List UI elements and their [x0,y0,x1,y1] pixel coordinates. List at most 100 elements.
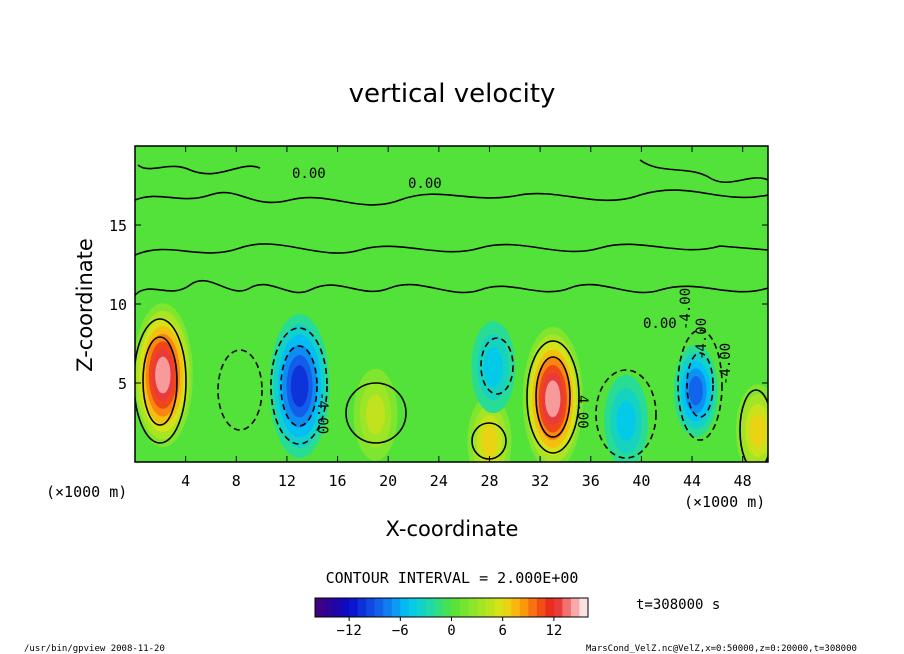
colorbar-cell [425,598,435,617]
colorbar-tick-label: 0 [447,623,455,639]
colorbar-cell [442,598,452,617]
contour-label: 4.00 [574,395,590,429]
x-tick-label: 28 [480,472,498,490]
contour-lines [135,159,768,462]
contour-ring [595,369,657,459]
colorbar-cell [519,598,529,617]
contour-label: 0.00 [643,316,677,332]
contour-line [639,159,768,183]
velocity-cell [353,368,398,461]
velocity-cell [522,326,583,462]
velocity-band [545,380,561,418]
footer-left: /usr/bin/gpview 2008-11-20 [24,644,165,654]
contour-ring [142,336,178,426]
contour-interval-label: CONTOUR INTERVAL = 2.000E+00 [326,569,579,587]
x-tick-label: 36 [582,472,600,490]
contour-ring [535,356,571,438]
colorbar [315,598,589,617]
contour-line [135,189,768,206]
colorbar-tick-label: 6 [498,623,506,639]
velocity-cell [135,303,193,448]
contour-ring [217,349,263,431]
contour-label: 0.00 [408,176,442,192]
colorbar-cell [528,598,538,617]
contour-lines-negative [217,327,723,459]
colorbar-cell [417,598,427,617]
contour-label: -4.00 [694,318,710,360]
contour-ring [686,352,714,418]
colorbar-cell [562,598,572,617]
colorbar-tick-label: 12 [545,623,562,639]
contour-label: 0.00 [292,166,326,182]
contour-label: -4.00 [718,343,734,385]
x-tick-label: 20 [379,472,397,490]
colorbar-cell [494,598,504,617]
velocity-band [688,376,703,406]
x-units-right: (×1000 m) [684,493,765,511]
colorbar-cell [374,598,384,617]
chart-title: vertical velocity [349,79,556,109]
plot-background [135,146,768,462]
contour-ring [135,318,187,444]
colorbar-tick-label: −12 [336,623,361,639]
contour-ring [677,329,723,441]
contour-line [137,164,261,175]
colorbar-cell [511,598,521,617]
y-tick-label: 10 [109,296,127,314]
y-tick-label: 15 [109,217,127,235]
colorbar-cell [460,598,470,617]
x-tick-label: 40 [632,472,650,490]
velocity-band [483,347,503,388]
colorbar-cell [451,598,461,617]
colorbar-cell [357,598,367,617]
x-tick-label: 4 [181,472,190,490]
colorbar-cell [545,598,555,617]
contour-labels: 0.00 0.00 -4.00 4.00 -4.00 -4.00 -4.00 0… [292,166,734,434]
x-tick-label: 8 [232,472,241,490]
colorbar-cell [332,598,342,617]
time-label: t=308000 s [636,597,720,613]
x-tick-label: 32 [531,472,549,490]
contour-ring [526,340,580,454]
footer-right: MarsCond_VelZ.nc@VelZ,x=0:50000,z=0:2000… [586,644,857,654]
colorbar-tick-label: −6 [392,623,409,639]
contour-line [135,279,768,296]
x-units-left: (×1000 m) [46,483,127,501]
contour-ring [270,327,328,445]
colorbar-cell [366,598,376,617]
x-axis: 4 8 12 16 20 24 28 32 36 40 44 48 [181,146,752,490]
contour-ring [280,345,318,427]
colorbar-cell [349,598,359,617]
plot-area: 0.00 0.00 -4.00 4.00 -4.00 -4.00 -4.00 0… [135,146,768,462]
velocity-band [749,413,766,448]
colorbar-cell [502,598,512,617]
velocity-cell [471,321,516,414]
x-tick-label: 48 [734,472,752,490]
colorbar-cell [400,598,410,617]
colorbar-cell [579,598,589,617]
colorbar-cell [383,598,393,617]
contour-ring [739,389,768,462]
y-tick-label: 5 [118,375,127,393]
x-tick-label: 16 [329,472,347,490]
colorbar-cell [468,598,478,617]
colorbar-ticks: −12 −6 0 6 12 [336,617,562,639]
velocity-cell [269,314,330,459]
colorbar-cell [536,598,546,617]
colorbar-cell [315,598,325,617]
colorbar-cell [340,598,350,617]
velocity-cell [467,395,512,462]
x-tick-label: 24 [430,472,448,490]
x-tick-label: 44 [683,472,701,490]
contour-ring [480,337,514,395]
contour-label: -4.00 [678,288,694,330]
colorbar-cell [570,598,580,617]
y-axis-label: Z-coordinate [73,238,97,372]
x-tick-label: 12 [278,472,296,490]
velocity-band [290,365,309,408]
velocity-band [155,356,171,394]
velocity-band [366,394,386,435]
velocity-cell [673,344,718,437]
contour-label: -4.00 [314,392,330,434]
